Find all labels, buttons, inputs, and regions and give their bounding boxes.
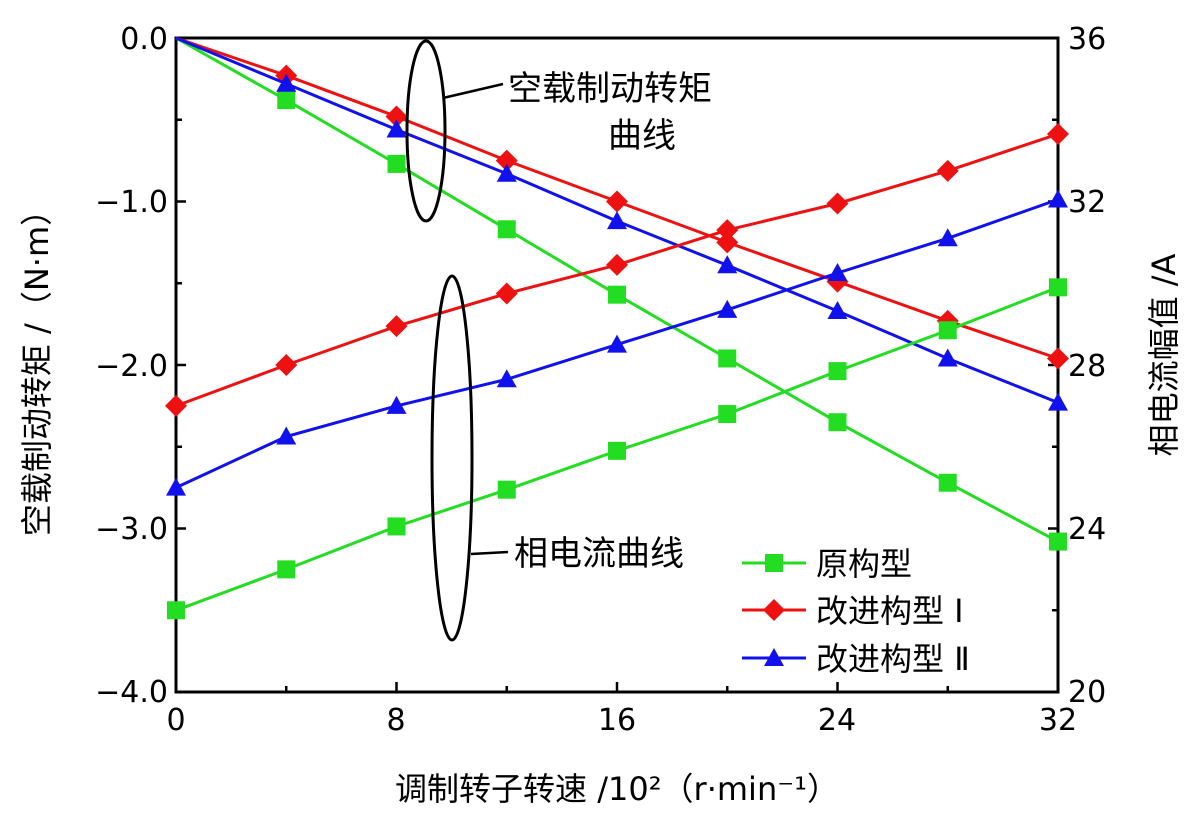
torque-annotation-text-line1: 空载制动转矩 <box>508 69 712 109</box>
data-point-triangle <box>276 426 297 445</box>
data-point-triangle <box>827 263 848 282</box>
legend-entry-original: 原构型 <box>742 545 912 583</box>
data-point-triangle <box>386 119 407 138</box>
left-axis-tick-labels: 0.0 −1.0 −2.0 −3.0 −4.0 <box>95 22 168 710</box>
data-point-square <box>718 405 737 424</box>
data-point-triangle <box>717 255 738 274</box>
data-point-square <box>718 349 737 368</box>
data-point-triangle <box>276 73 297 92</box>
data-point-diamond <box>826 192 849 215</box>
current-curves-annotation: 相电流曲线 <box>430 274 684 642</box>
legend-label-original: 原构型 <box>816 545 912 583</box>
data-point-square <box>608 441 626 460</box>
data-point-triangle <box>386 395 407 414</box>
data-point-square <box>608 285 626 304</box>
torque-annotation-text-line2: 曲线 <box>608 116 676 156</box>
left-axis-title: 空载制动转矩 /（N·m） <box>18 194 56 536</box>
tick-marks <box>174 36 1060 694</box>
data-point-square <box>828 413 847 432</box>
data-point-diamond <box>385 315 408 338</box>
data-point-square <box>938 473 957 492</box>
data-point-triangle <box>937 228 958 247</box>
data-point-triangle <box>1048 392 1068 411</box>
right-tick-label: 28 <box>1068 349 1106 384</box>
legend-label-improved-2: 改进构型 Ⅱ <box>816 640 970 678</box>
right-tick-label: 36 <box>1068 22 1106 57</box>
current-group-ellipse <box>430 274 474 642</box>
data-point-diamond <box>606 190 628 213</box>
data-point-diamond <box>606 253 628 276</box>
series-current-5 <box>166 189 1068 496</box>
legend: 原构型 改进构型 Ⅰ 改进构型 Ⅱ <box>742 545 970 678</box>
left-tick-label: −4.0 <box>95 675 168 710</box>
legend-marker-original <box>765 554 783 572</box>
data-point-diamond <box>716 219 739 242</box>
legend-entry-improved-1: 改进构型 Ⅰ <box>742 592 964 630</box>
series-current-4 <box>165 123 1069 417</box>
series-torque-0 <box>175 36 1067 551</box>
torque-curves-annotation: 空载制动转矩 曲线 <box>405 39 712 223</box>
data-point-square <box>1049 532 1067 551</box>
current-annotation-text: 相电流曲线 <box>514 534 684 574</box>
data-point-triangle <box>496 369 517 388</box>
data-point-triangle <box>1048 189 1068 208</box>
legend-marker-improved-1 <box>763 599 785 621</box>
data-point-diamond <box>495 149 518 172</box>
right-tick-label: 32 <box>1068 185 1106 220</box>
left-tick-label: 0.0 <box>120 22 168 57</box>
data-point-square <box>497 220 516 239</box>
data-point-square <box>938 321 957 340</box>
x-tick-label: 8 <box>386 703 405 738</box>
data-point-square <box>167 601 185 620</box>
right-axis-tick-labels: 36 32 28 24 20 <box>1068 22 1106 710</box>
data-point-square <box>497 480 516 499</box>
data-point-triangle <box>827 301 848 320</box>
x-axis-tick-labels: 0 8 16 24 32 <box>166 703 1077 738</box>
data-point-diamond <box>716 231 739 254</box>
data-point-square <box>1049 278 1067 297</box>
legend-entry-improved-2: 改进构型 Ⅱ <box>742 640 970 678</box>
x-tick-label: 24 <box>818 703 856 738</box>
current-annotation-leader <box>470 550 509 556</box>
torque-annotation-leader <box>442 82 504 100</box>
x-axis-title: 调制转子转速 /10²（r·min⁻¹） <box>395 770 839 808</box>
data-point-diamond <box>1047 123 1069 146</box>
right-axis-title: 相电流幅值 /A <box>1145 253 1183 456</box>
legend-label-improved-1: 改进构型 Ⅰ <box>816 592 964 630</box>
x-tick-label: 0 <box>166 703 185 738</box>
data-point-triangle <box>937 348 958 367</box>
data-point-square <box>277 91 296 110</box>
data-point-triangle <box>166 477 186 496</box>
data-point-square <box>828 362 847 381</box>
data-point-triangle <box>717 299 738 318</box>
data-point-square <box>387 517 406 536</box>
left-tick-label: −3.0 <box>95 512 168 547</box>
legend-marker-improved-2 <box>764 648 784 666</box>
data-point-triangle <box>607 334 627 353</box>
data-point-diamond <box>275 354 298 376</box>
left-tick-label: −1.0 <box>95 185 168 220</box>
data-point-diamond <box>936 159 959 182</box>
torque-group-ellipse <box>405 39 447 223</box>
series-current-3 <box>167 278 1067 620</box>
data-point-diamond <box>385 105 408 128</box>
right-tick-label: 20 <box>1068 675 1106 710</box>
series-layer <box>165 36 1069 620</box>
x-tick-label: 32 <box>1039 703 1077 738</box>
left-tick-label: −2.0 <box>95 349 168 384</box>
data-point-diamond <box>165 394 187 417</box>
data-point-square <box>277 560 296 579</box>
data-point-triangle <box>496 163 517 182</box>
data-point-triangle <box>607 211 627 230</box>
data-point-diamond <box>1047 347 1069 370</box>
x-tick-label: 16 <box>598 703 636 738</box>
data-point-diamond <box>495 282 518 305</box>
data-point-square <box>387 154 406 173</box>
right-tick-label: 24 <box>1068 512 1106 547</box>
